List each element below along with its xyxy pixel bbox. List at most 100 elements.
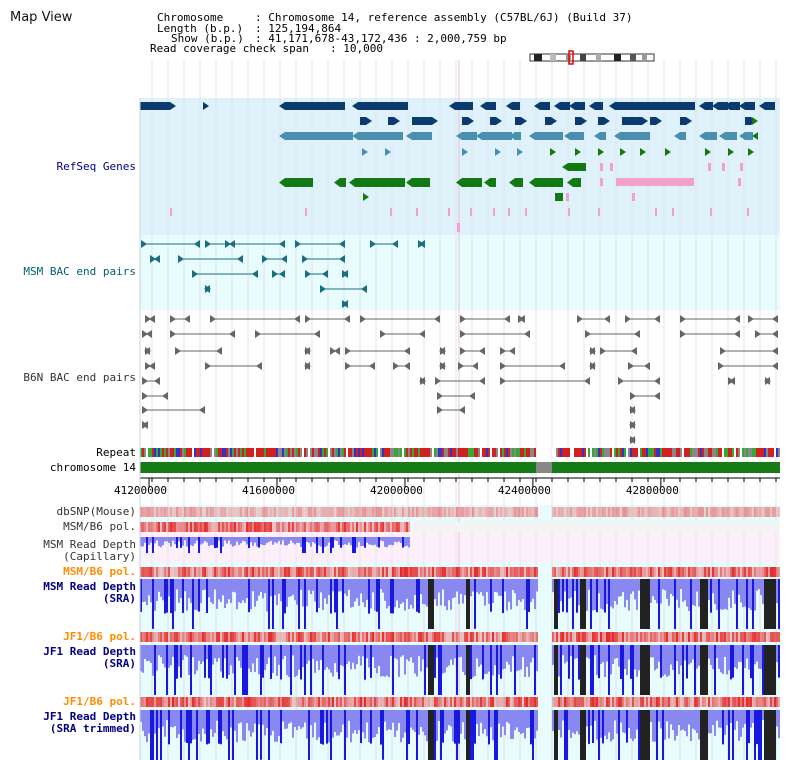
b6n-bac-end[interactable] xyxy=(577,315,583,323)
gene-arrow[interactable] xyxy=(752,117,758,125)
gene-arrow[interactable] xyxy=(724,102,730,110)
gene-arrow[interactable] xyxy=(495,148,501,156)
track-label-msm-rd-sra-2[interactable]: (SRA) xyxy=(102,592,136,605)
track-label-msm-rd-cap-1[interactable]: MSM Read Depth xyxy=(43,538,136,551)
refseq-gene-noncoding[interactable] xyxy=(747,208,749,216)
gene-arrow[interactable] xyxy=(551,117,557,125)
b6n-bac-end[interactable] xyxy=(680,330,686,338)
b6n-bac-end[interactable] xyxy=(634,330,640,338)
b6n-bac-end[interactable] xyxy=(334,347,340,355)
refseq-gene-noncoding[interactable] xyxy=(390,208,392,216)
refseq-gene-noncoding[interactable] xyxy=(470,208,472,216)
b6n-bac-end[interactable] xyxy=(330,347,336,355)
b6n-bac-end[interactable] xyxy=(618,377,624,385)
msm-bac-end[interactable] xyxy=(225,240,231,248)
b6n-bac-end[interactable] xyxy=(720,347,726,355)
b6n-bac-end[interactable] xyxy=(654,377,660,385)
b6n-bac-end[interactable] xyxy=(500,362,506,370)
refseq-gene[interactable] xyxy=(598,117,604,125)
refseq-gene-noncoding[interactable] xyxy=(616,178,694,186)
msm-bac-end[interactable] xyxy=(392,240,398,248)
gene-arrow[interactable] xyxy=(752,132,758,140)
b6n-bac-end[interactable] xyxy=(142,421,148,429)
refseq-gene-noncoding[interactable] xyxy=(448,208,450,216)
b6n-bac-end[interactable] xyxy=(344,315,350,323)
track-label-chromosome[interactable]: chromosome 14 xyxy=(49,461,136,474)
refseq-gene-noncoding[interactable] xyxy=(598,208,600,216)
b6n-bac-end[interactable] xyxy=(748,315,754,323)
b6n-bac-end[interactable] xyxy=(419,377,425,385)
b6n-bac-end[interactable] xyxy=(630,392,636,400)
gene-arrow[interactable] xyxy=(748,148,754,156)
b6n-bac-end[interactable] xyxy=(772,315,778,323)
refseq-gene-noncoding[interactable] xyxy=(416,208,418,216)
b6n-bac-end[interactable] xyxy=(772,330,778,338)
refseq-gene[interactable] xyxy=(540,102,550,110)
refseq-gene[interactable] xyxy=(462,132,477,140)
refseq-gene[interactable] xyxy=(718,102,728,110)
b6n-bac-end[interactable] xyxy=(184,315,190,323)
b6n-bac-end[interactable] xyxy=(479,377,485,385)
refseq-gene-noncoding[interactable] xyxy=(740,163,743,171)
refseq-gene[interactable] xyxy=(573,178,581,187)
refseq-gene[interactable] xyxy=(745,117,751,125)
gene-arrow[interactable] xyxy=(496,117,502,125)
track-label-b6n-bac[interactable]: B6N BAC end pairs xyxy=(23,371,136,384)
refseq-gene[interactable] xyxy=(340,178,346,187)
msm-bac-end[interactable] xyxy=(252,270,258,278)
gene-arrow[interactable] xyxy=(594,132,600,140)
gene-arrow[interactable] xyxy=(569,102,575,110)
gene-arrow[interactable] xyxy=(656,117,662,125)
gene-arrow[interactable] xyxy=(609,102,615,110)
gene-arrow[interactable] xyxy=(279,132,285,140)
b6n-bac-end[interactable] xyxy=(369,362,375,370)
refseq-gene[interactable] xyxy=(705,132,717,140)
b6n-bac-end[interactable] xyxy=(154,377,160,385)
refseq-gene[interactable] xyxy=(482,132,512,140)
refseq-gene[interactable] xyxy=(360,117,366,125)
b6n-bac-end[interactable] xyxy=(509,347,515,355)
b6n-bac-end[interactable] xyxy=(294,315,300,323)
msm-bac-end[interactable] xyxy=(194,240,200,248)
gene-arrow[interactable] xyxy=(712,102,718,110)
gene-arrow[interactable] xyxy=(480,102,486,110)
gene-arrow[interactable] xyxy=(385,148,391,156)
chromosome-bar[interactable] xyxy=(140,462,780,473)
gene-arrow[interactable] xyxy=(567,178,573,187)
b6n-bac-end[interactable] xyxy=(255,330,261,338)
msm-bac-end[interactable] xyxy=(150,255,156,263)
gene-arrow[interactable] xyxy=(476,132,482,140)
refseq-gene-noncoding[interactable] xyxy=(305,208,307,216)
b6n-bac-end[interactable] xyxy=(680,315,686,323)
msm-bac-end[interactable] xyxy=(281,255,287,263)
b6n-bac-end[interactable] xyxy=(628,362,634,370)
b6n-bac-end[interactable] xyxy=(437,392,443,400)
b6n-bac-end[interactable] xyxy=(718,362,724,370)
refseq-gene[interactable] xyxy=(462,178,482,187)
refseq-gene-noncoding[interactable] xyxy=(610,163,613,171)
refseq-gene[interactable] xyxy=(358,102,408,110)
gene-arrow[interactable] xyxy=(728,148,734,156)
track-label-jf1-rd-sra-2[interactable]: (SRA) xyxy=(102,657,136,670)
msm-bac-end[interactable] xyxy=(322,270,328,278)
gene-arrow[interactable] xyxy=(352,132,358,140)
track-label-refseq[interactable]: RefSeq Genes xyxy=(56,160,136,173)
track-label-msm-rd-cap-2[interactable]: (Capillary) xyxy=(63,550,136,563)
b6n-bac-end[interactable] xyxy=(437,406,443,414)
refseq-gene[interactable] xyxy=(545,117,551,125)
refseq-gene[interactable] xyxy=(705,102,713,110)
msm-bac-end[interactable] xyxy=(237,255,243,263)
b6n-bac-end[interactable] xyxy=(170,330,176,338)
b6n-bac-end[interactable] xyxy=(144,347,150,355)
gene-arrow[interactable] xyxy=(739,102,745,110)
gene-arrow[interactable] xyxy=(581,117,587,125)
refseq-gene[interactable] xyxy=(355,178,405,187)
gene-arrow[interactable] xyxy=(665,148,671,156)
gene-arrow[interactable] xyxy=(604,117,610,125)
gene-arrow[interactable] xyxy=(575,148,581,156)
b6n-bac-end[interactable] xyxy=(524,330,530,338)
refseq-gene[interactable] xyxy=(730,102,740,110)
gene-arrow[interactable] xyxy=(468,117,474,125)
refseq-gene-noncoding[interactable] xyxy=(566,193,569,201)
b6n-bac-end[interactable] xyxy=(459,406,465,414)
